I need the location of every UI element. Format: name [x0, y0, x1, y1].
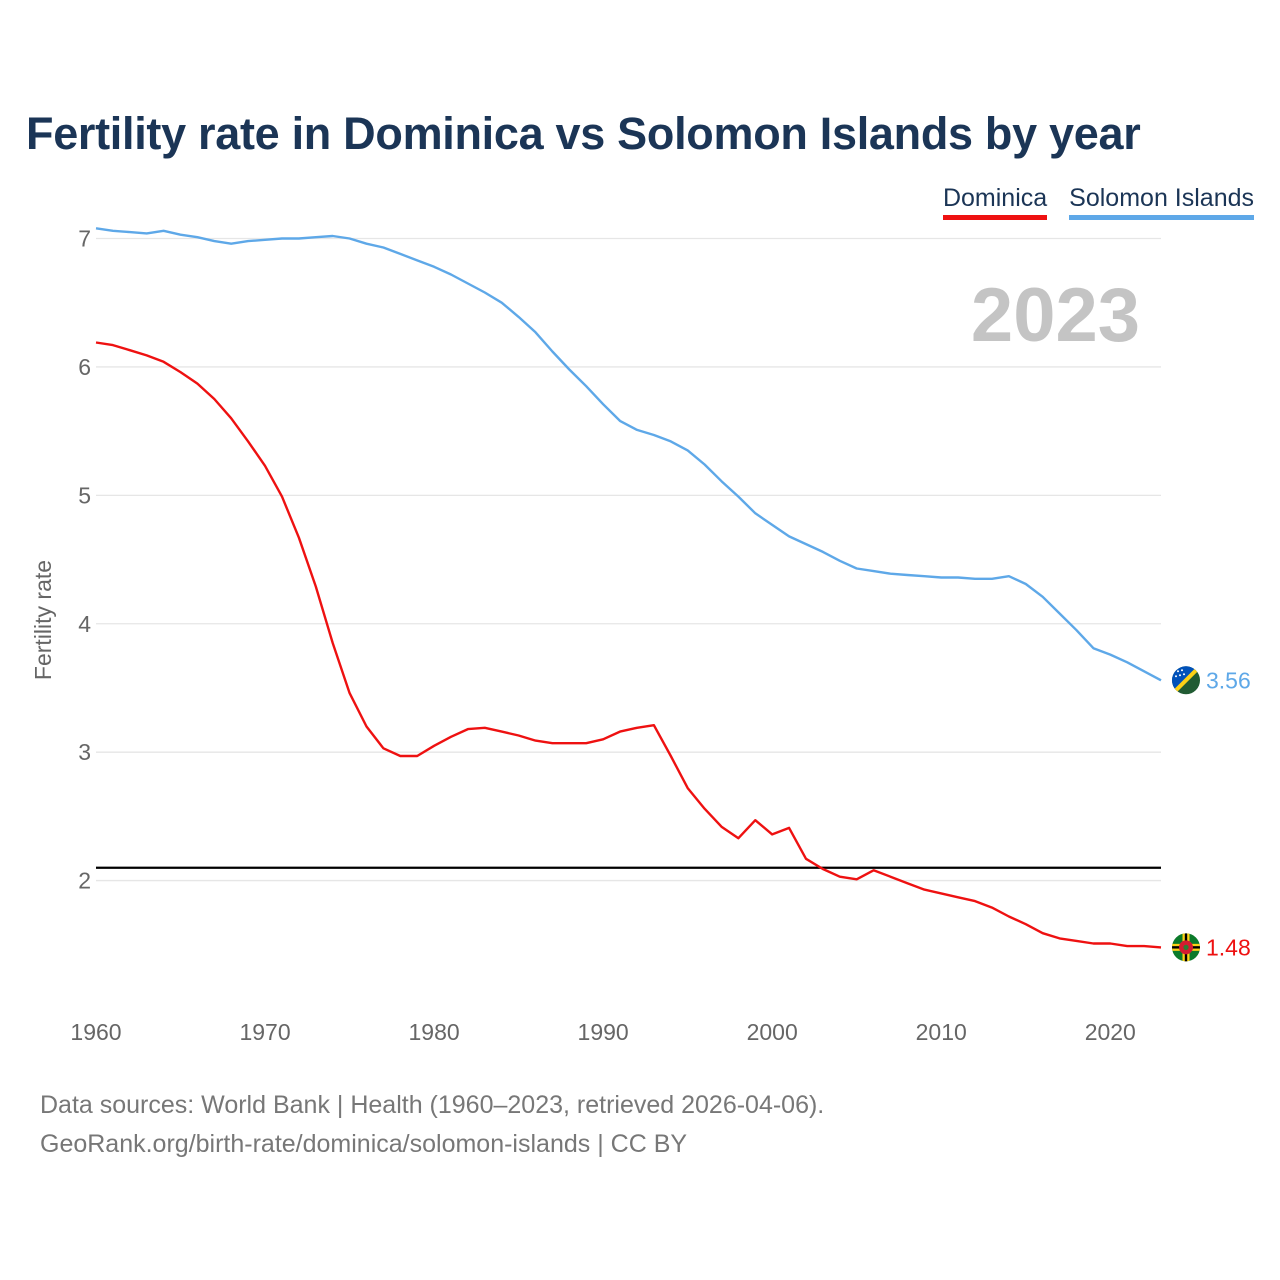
solomon-islands-flag-icon: [1172, 666, 1200, 695]
y-axis-label: Fertility rate: [30, 560, 56, 680]
legend: Dominica Solomon Islands: [942, 184, 1254, 220]
legend-item-dominica[interactable]: Dominica: [942, 184, 1048, 220]
dominica-flag-icon: [1172, 933, 1200, 962]
x-tick-label: 1990: [578, 1019, 629, 1045]
x-tick-label: 2020: [1085, 1019, 1136, 1045]
chart-title: Fertility rate in Dominica vs Solomon Is…: [26, 108, 1141, 159]
end-value-label-dominica: 1.48: [1206, 934, 1251, 960]
y-tick-label: 2: [78, 868, 91, 894]
y-tick-label: 6: [78, 354, 91, 380]
series-line-dominica[interactable]: [95, 341, 1162, 949]
series-line-solomon-islands[interactable]: [95, 227, 1162, 682]
y-tick-label: 3: [78, 739, 91, 765]
x-tick-label: 1960: [70, 1019, 121, 1045]
x-tick-label: 2000: [747, 1019, 798, 1045]
x-tick-label: 2010: [916, 1019, 967, 1045]
year-watermark: 2023: [971, 273, 1140, 358]
source-line-1: Data sources: World Bank | Health (1960–…: [40, 1091, 825, 1119]
source-note: Data sources: World Bank | Health (1960–…: [40, 1086, 824, 1164]
legend-item-solomon-islands[interactable]: Solomon Islands: [1069, 184, 1254, 220]
y-tick-label: 4: [78, 611, 91, 637]
y-tick-label: 5: [78, 482, 91, 508]
source-line-2[interactable]: GeoRank.org/birth-rate/dominica/solomon-…: [40, 1130, 688, 1158]
x-tick-label: 1970: [239, 1019, 290, 1045]
end-value-label-solomon-islands: 3.56: [1206, 667, 1251, 693]
y-tick-label: 7: [78, 226, 91, 252]
x-tick-label: 1980: [409, 1019, 460, 1045]
